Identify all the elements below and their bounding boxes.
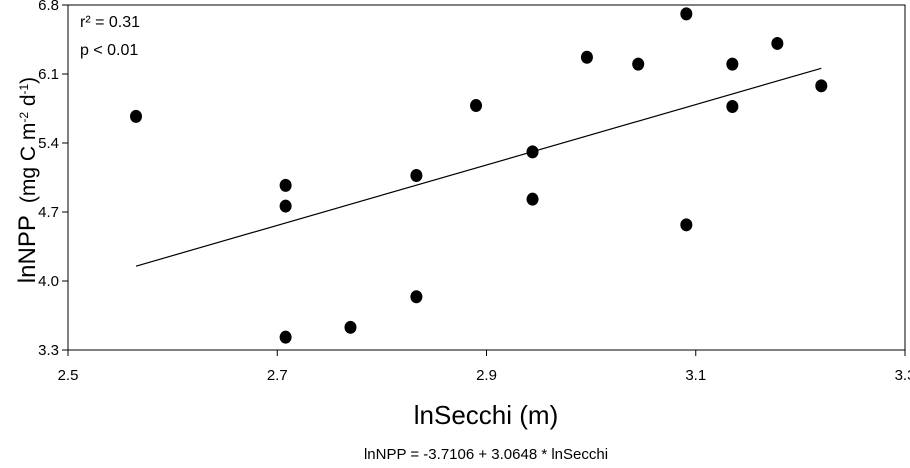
data-point	[815, 79, 828, 93]
data-point	[632, 57, 645, 71]
y-tick-label: 5.4	[38, 135, 59, 152]
y-axis-label-units-mid: d	[17, 94, 40, 112]
y-tick-label: 6.8	[38, 0, 59, 14]
data-point	[410, 169, 423, 183]
y-axis-label-units-end: )	[17, 77, 40, 84]
x-tick-label: 3.3	[895, 367, 910, 384]
x-tick-label: 2.9	[476, 367, 497, 384]
regression-line	[135, 67, 822, 267]
x-tick-label: 2.5	[58, 367, 79, 384]
y-axis-label-units: (mg C m	[17, 123, 40, 204]
data-point	[580, 50, 593, 64]
y-axis-label-exp2: -1	[17, 83, 31, 94]
x-axis-ticks: 2.5 2.7 2.9 3.1 3.3	[58, 350, 910, 384]
y-tick-label: 6.1	[38, 66, 59, 83]
plot-frame	[67, 4, 906, 351]
r-squared-annotation: r² = 0.31	[80, 14, 140, 31]
y-axis-ticks: 3.3 4.0 4.7 5.4 6.1 6.8	[38, 0, 68, 359]
x-tick-label: 3.1	[685, 367, 706, 384]
y-axis-label-main: lnNPP	[14, 215, 41, 283]
x-axis-label: lnSecchi (m)	[414, 400, 558, 430]
y-tick-label: 3.3	[38, 342, 59, 359]
data-point	[680, 7, 693, 21]
data-point	[130, 109, 143, 123]
data-point	[279, 178, 292, 192]
y-axis-label: lnNPP (mg C m-2 d-1)	[14, 77, 41, 283]
data-point	[279, 330, 292, 344]
p-value-annotation: p < 0.01	[80, 42, 138, 59]
y-axis-label-exp1: -2	[17, 112, 31, 123]
data-point	[526, 192, 539, 206]
data-point	[279, 199, 292, 213]
regression-equation: lnNPP = -3.7106 + 3.0648 * lnSecchi	[364, 446, 608, 463]
data-point	[344, 320, 357, 334]
data-point	[470, 99, 483, 113]
data-point	[526, 145, 539, 159]
y-tick-label: 4.0	[38, 273, 59, 290]
data-point	[726, 57, 739, 71]
data-point	[410, 290, 423, 304]
x-tick-label: 2.7	[267, 367, 288, 384]
data-point	[726, 100, 739, 114]
y-tick-label: 4.7	[38, 204, 59, 221]
data-points	[130, 7, 828, 344]
data-point	[771, 36, 784, 50]
data-point	[680, 218, 693, 232]
